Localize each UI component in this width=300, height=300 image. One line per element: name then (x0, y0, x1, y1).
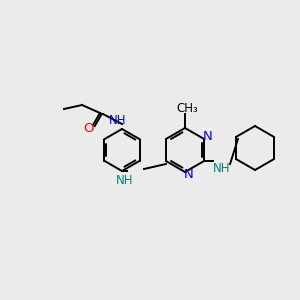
Text: N: N (184, 169, 194, 182)
Text: O: O (83, 122, 93, 134)
Text: CH₃: CH₃ (176, 103, 198, 116)
Text: N: N (203, 130, 213, 142)
Text: NH: NH (213, 163, 231, 176)
Text: NH: NH (116, 175, 134, 188)
Text: NH: NH (109, 113, 127, 127)
